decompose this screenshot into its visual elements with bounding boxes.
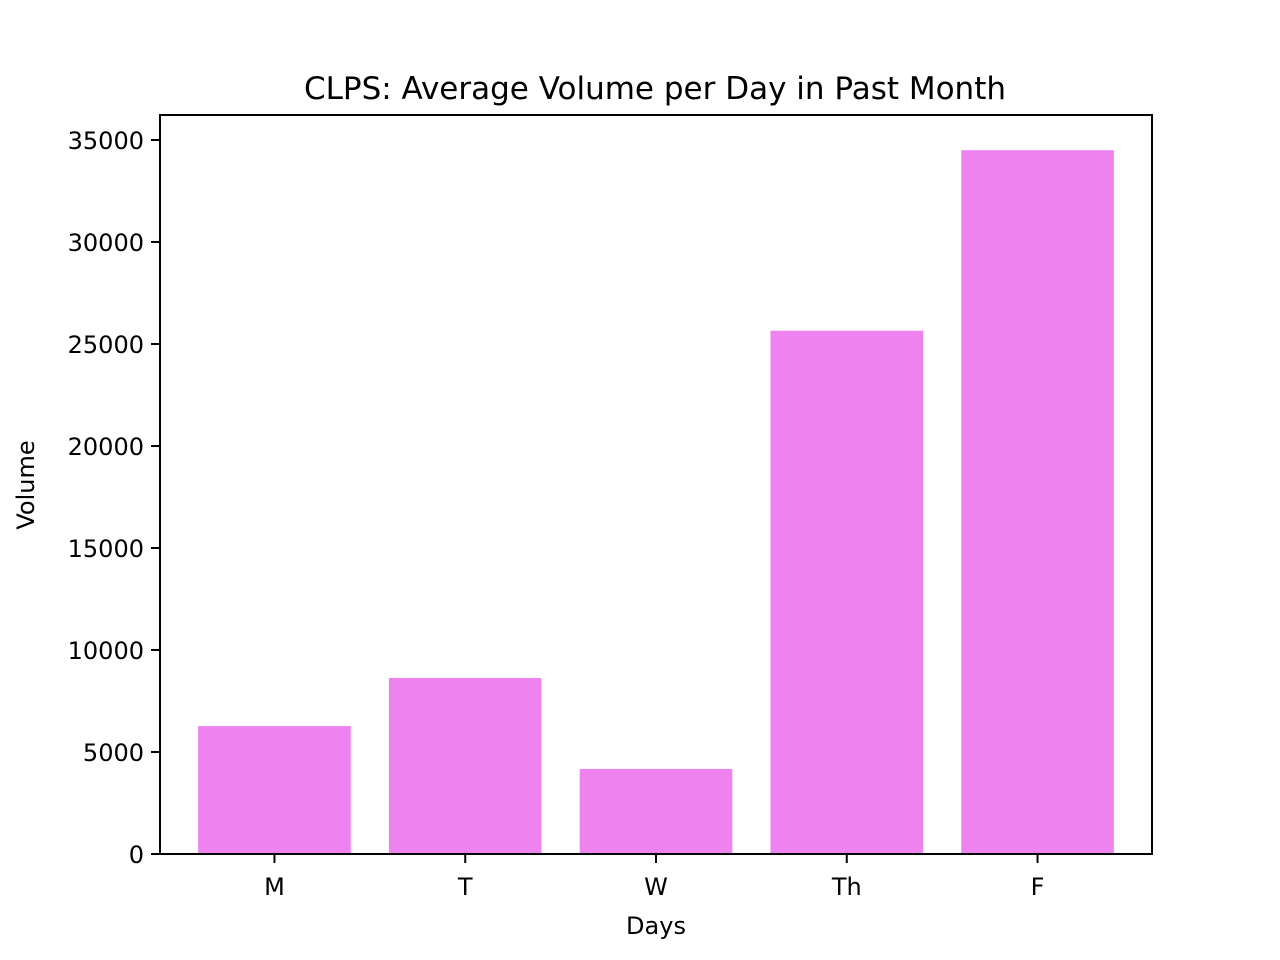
x-tick-label: W — [644, 873, 668, 901]
bar-f — [961, 150, 1114, 854]
bar-th — [770, 330, 924, 854]
x-tick-label: Th — [831, 873, 862, 901]
y-tick-label: 5000 — [83, 739, 144, 767]
y-tick-label: 15000 — [68, 535, 144, 563]
bar-w — [579, 768, 733, 854]
y-axis-label: Volume — [12, 440, 40, 529]
x-axis-label: Days — [626, 912, 686, 940]
bar-t — [388, 677, 542, 854]
chart-title: CLPS: Average Volume per Day in Past Mon… — [304, 71, 1006, 107]
y-tick-label: 35000 — [68, 127, 144, 155]
bars-group — [198, 150, 1114, 854]
y-axis: 0 5000 10000 15000 20000 25000 30000 35000 — [68, 127, 160, 869]
x-tick-label: F — [1031, 873, 1045, 901]
y-tick-label: 0 — [129, 841, 144, 869]
y-tick-label: 10000 — [68, 637, 144, 665]
y-tick-label: 25000 — [68, 331, 144, 359]
y-tick-label: 30000 — [68, 229, 144, 257]
x-tick-label: M — [264, 873, 285, 901]
x-axis: M T W Th F — [264, 854, 1044, 901]
bar-m — [198, 726, 351, 854]
y-tick-label: 20000 — [68, 433, 144, 461]
x-tick-label: T — [457, 873, 473, 901]
